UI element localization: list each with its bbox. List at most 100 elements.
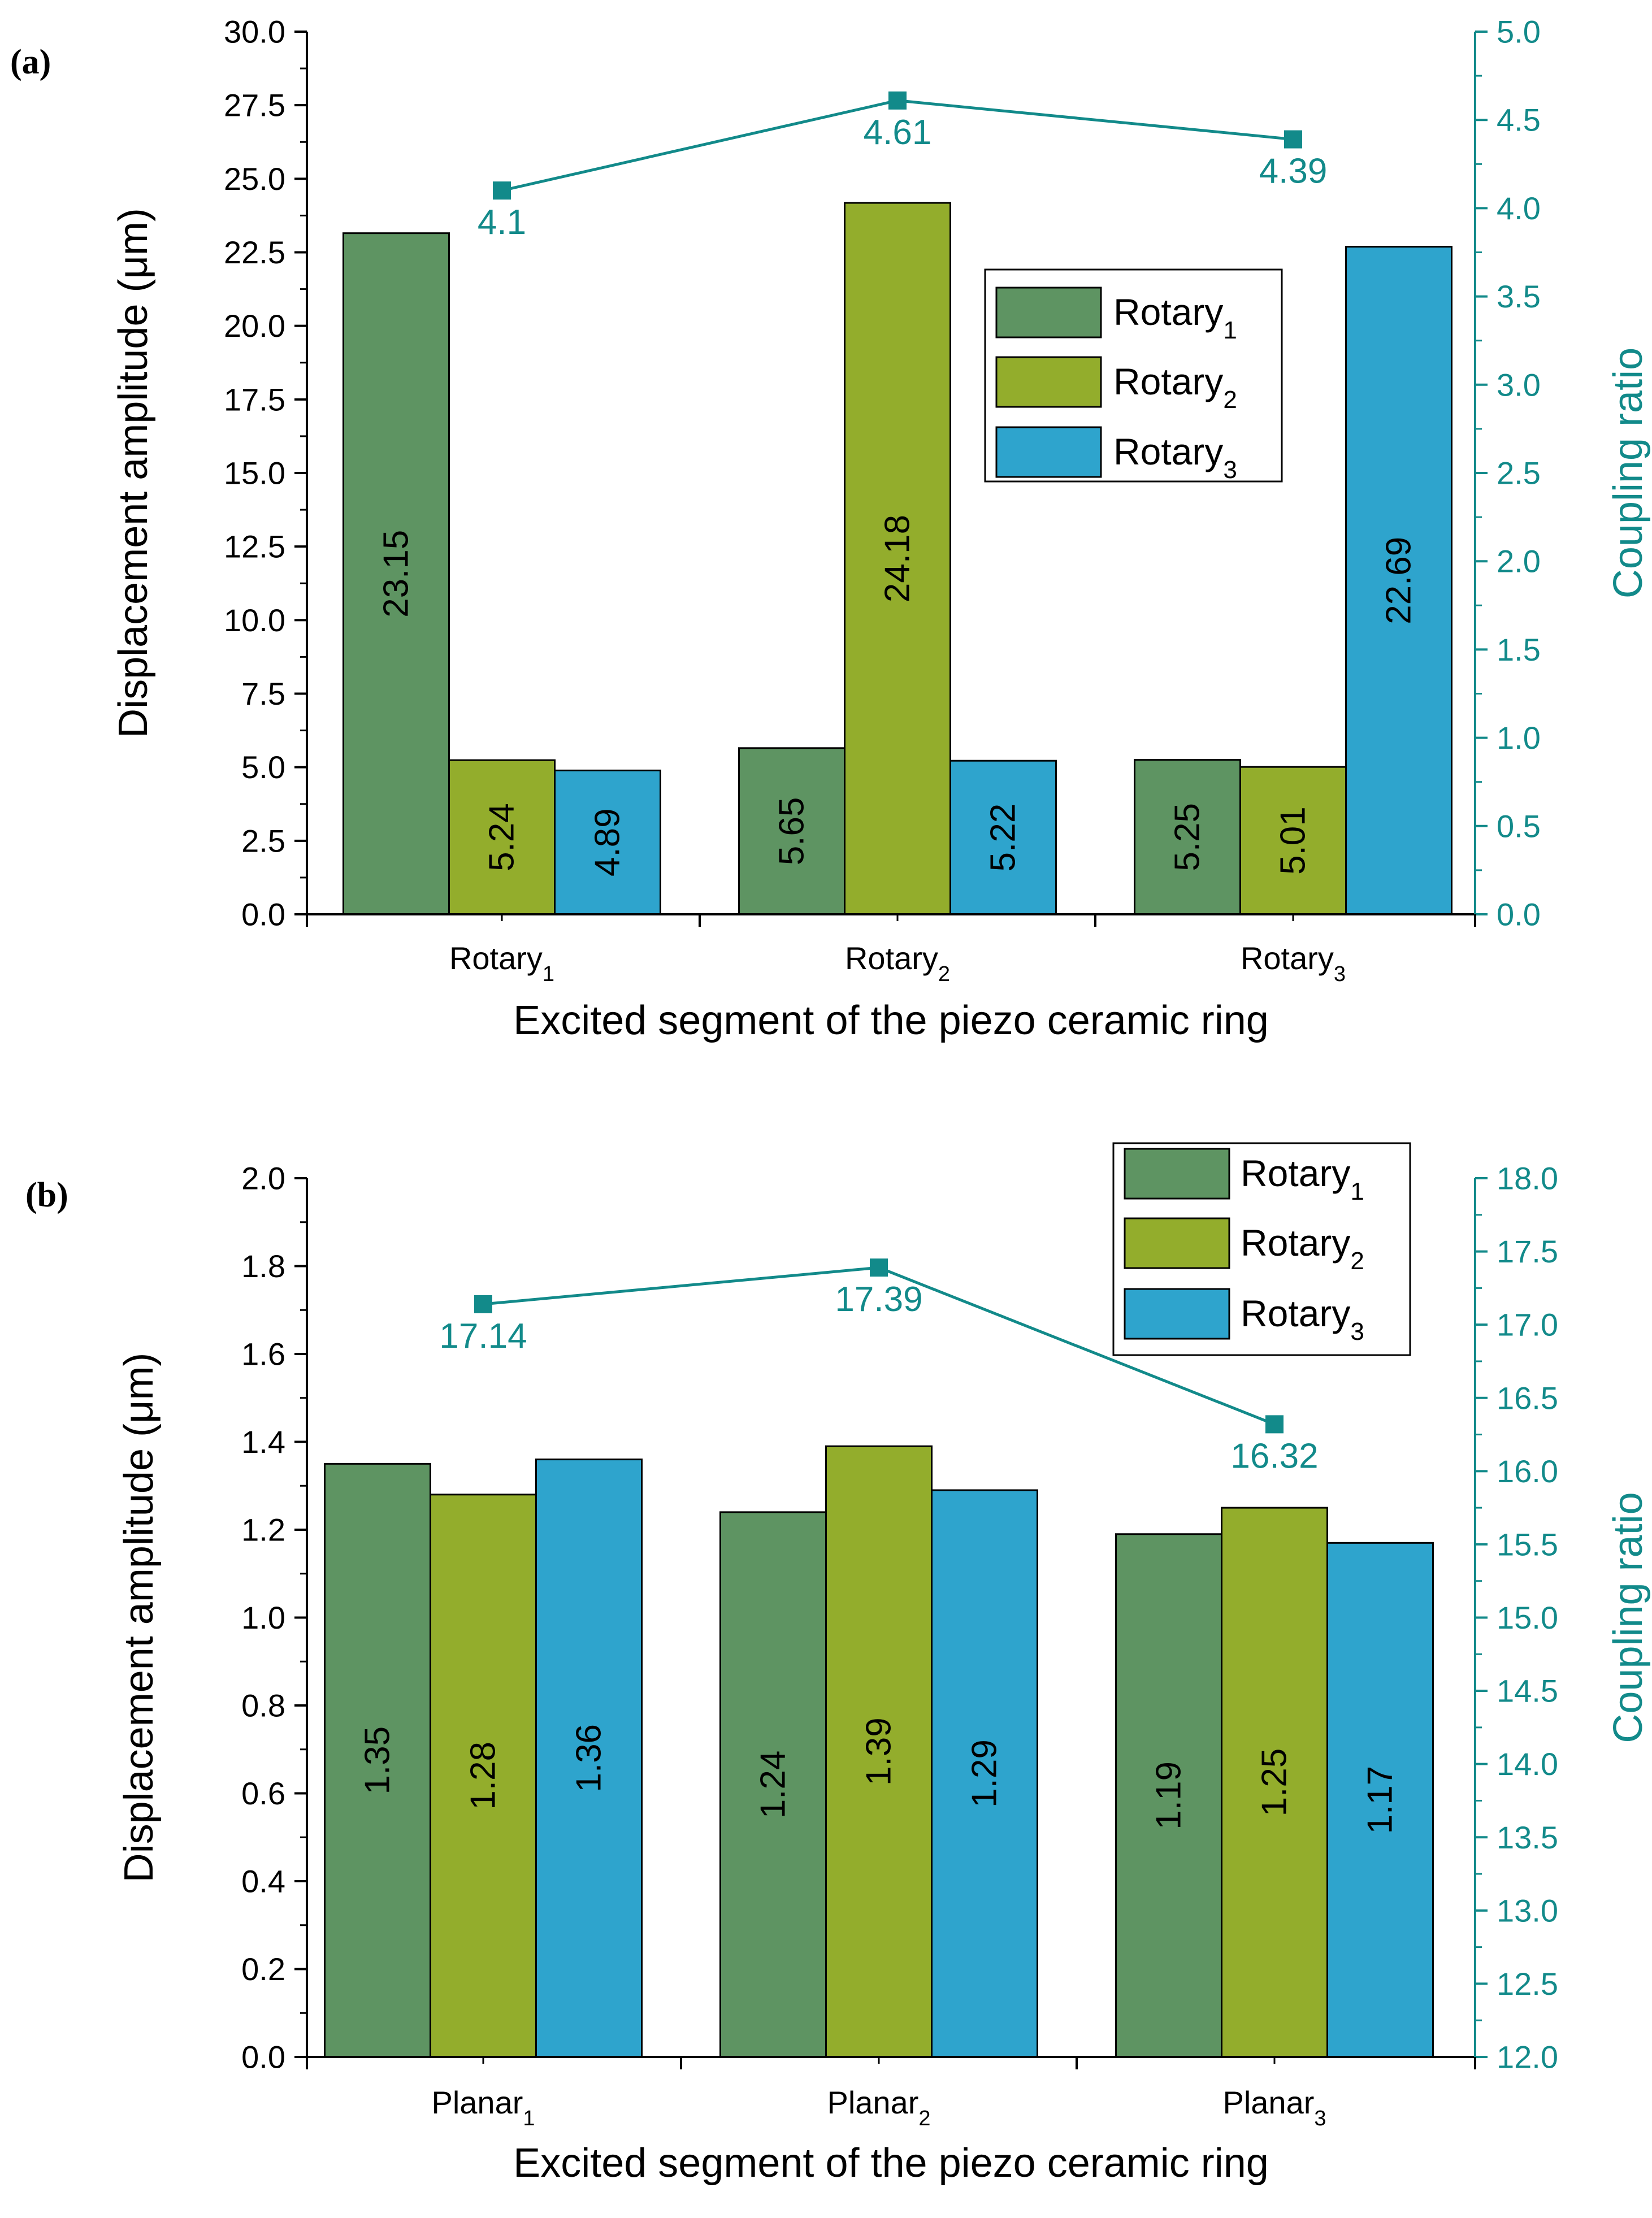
y2-tick-label: 4.0	[1497, 190, 1541, 226]
bar-value-label: 1.28	[464, 1742, 503, 1810]
y2-tick-label: 16.0	[1497, 1453, 1558, 1489]
y-axis-title: Displacement amplitude (μm)	[111, 208, 156, 738]
bar-value-label: 4.89	[588, 808, 627, 876]
bar	[342, 232, 450, 915]
x-category-label: Rotary2	[845, 940, 950, 986]
y2-tick-label: 13.5	[1497, 1820, 1558, 1855]
legend-swatch	[995, 356, 1102, 408]
bar-value-label: 24.18	[878, 515, 917, 602]
bar-value-label: 5.24	[483, 803, 522, 871]
coupling-ratio-marker	[474, 1295, 492, 1313]
bar	[719, 1511, 827, 2058]
y2-tick-label: 12.0	[1497, 2039, 1558, 2075]
y-axis-title: Displacement amplitude (μm)	[116, 1353, 162, 1883]
legend-entry: Rotary3	[1113, 431, 1237, 484]
legend-entry: Rotary3	[1241, 1292, 1364, 1345]
y2-tick-label: 0.0	[1497, 897, 1541, 932]
chart-panel-2: (b) 1.35 1.24 1.19 1.28 1.39 1.25 1.36 1.29 1.17 0…	[25, 1142, 1651, 2186]
bar-value-label: 5.01	[1274, 806, 1313, 875]
legend-swatch	[1124, 1288, 1230, 1340]
y-tick-label: 10.0	[224, 602, 285, 638]
legend-entry: Rotary1	[1113, 291, 1237, 344]
bar-value-label: 1.24	[754, 1751, 793, 1819]
legend: Rotary1 Rotary2 Rotary3	[1112, 1142, 1411, 1356]
bar-value-label: 23.15	[377, 530, 416, 618]
y2-axis-title: Coupling ratio	[1606, 348, 1651, 598]
y2-tick-label: 4.5	[1497, 102, 1541, 138]
panel-label: (a)	[10, 43, 51, 81]
y-tick-label: 12.5	[224, 529, 285, 565]
legend-swatch	[995, 426, 1102, 478]
y2-tick-label: 0.5	[1497, 808, 1541, 844]
legend-swatch	[1124, 1148, 1230, 1200]
coupling-ratio-label: 4.61	[864, 113, 932, 152]
bar	[430, 1494, 537, 2058]
bar	[825, 1445, 933, 2058]
x-category-label: Planar3	[1222, 2085, 1326, 2130]
y2-tick-label: 12.5	[1497, 1966, 1558, 2002]
y2-tick-label: 5.0	[1497, 14, 1541, 50]
bar-value-label: 1.25	[1255, 1748, 1294, 1817]
coupling-ratio-label: 4.1	[478, 203, 526, 242]
y-tick-label: 0.8	[241, 1688, 285, 1724]
x-category-label: Rotary1	[449, 940, 554, 986]
y2-tick-label: 2.0	[1497, 544, 1541, 579]
bar	[1134, 759, 1241, 915]
y-tick-label: 0.0	[241, 897, 285, 932]
coupling-ratio-label: 17.39	[835, 1280, 922, 1319]
coupling-ratio-label: 16.32	[1230, 1436, 1318, 1475]
y-tick-label: 15.0	[224, 455, 285, 491]
coupling-ratio-marker	[888, 91, 907, 110]
y2-tick-label: 13.0	[1497, 1893, 1558, 1928]
y-tick-label: 1.8	[241, 1248, 285, 1284]
y-tick-label: 1.6	[241, 1336, 285, 1372]
legend-entry: Rotary2	[1241, 1222, 1364, 1275]
y-tick-label: 17.5	[224, 381, 285, 417]
y-tick-label: 2.5	[241, 823, 285, 858]
y-tick-label: 5.0	[241, 749, 285, 785]
y2-tick-label: 17.0	[1497, 1307, 1558, 1343]
y2-tick-label: 2.5	[1497, 455, 1541, 491]
chart-panel-1: (a) 23.15 5.65 5.25 5.24 24.18 5.01 4.89 5.22 22.…	[10, 14, 1651, 1044]
legend-swatch	[1124, 1217, 1230, 1269]
y-tick-label: 1.2	[241, 1512, 285, 1548]
legend-entry: Rotary2	[1113, 361, 1237, 414]
y2-tick-label: 3.0	[1497, 367, 1541, 402]
y2-tick-label: 16.5	[1497, 1380, 1558, 1416]
y-tick-label: 0.4	[241, 1864, 285, 1899]
bar-value-label: 5.25	[1168, 803, 1207, 871]
y2-tick-label: 14.5	[1497, 1673, 1558, 1709]
x-category-label: Planar1	[431, 2085, 535, 2130]
coupling-ratio-label: 17.14	[439, 1317, 527, 1356]
y-tick-label: 27.5	[224, 88, 285, 123]
bar-value-label: 1.29	[965, 1739, 1004, 1808]
coupling-ratio-marker	[1284, 130, 1302, 149]
coupling-ratio-marker	[493, 181, 511, 200]
y-tick-label: 22.5	[224, 235, 285, 270]
bar	[844, 202, 951, 915]
y-tick-label: 0.6	[241, 1776, 285, 1811]
y2-tick-label: 14.0	[1497, 1746, 1558, 1782]
y2-tick-label: 1.5	[1497, 632, 1541, 667]
bar	[1115, 1533, 1222, 2058]
y2-tick-label: 17.5	[1497, 1234, 1558, 1269]
y-tick-label: 7.5	[241, 676, 285, 711]
bar-value-label: 5.22	[984, 804, 1023, 872]
bar	[1239, 766, 1347, 915]
y-tick-label: 30.0	[224, 14, 285, 50]
bar-value-label: 1.17	[1361, 1766, 1400, 1834]
y2-tick-label: 18.0	[1497, 1161, 1558, 1196]
bar	[738, 747, 845, 915]
x-category-label: Planar2	[827, 2085, 930, 2130]
coupling-ratio-label: 4.39	[1259, 152, 1328, 191]
x-axis-title: Excited segment of the piezo ceramic rin…	[513, 998, 1269, 1043]
bar-value-label: 1.19	[1150, 1761, 1189, 1830]
x-axis-title: Excited segment of the piezo ceramic rin…	[513, 2141, 1269, 2186]
y-tick-label: 0.2	[241, 1951, 285, 1987]
legend-entry: Rotary1	[1241, 1152, 1364, 1205]
y2-tick-label: 15.5	[1497, 1526, 1558, 1562]
legend-swatch	[995, 287, 1102, 338]
y-tick-label: 2.0	[241, 1161, 285, 1196]
bar	[448, 759, 556, 915]
panel-label: (b)	[25, 1176, 68, 1214]
